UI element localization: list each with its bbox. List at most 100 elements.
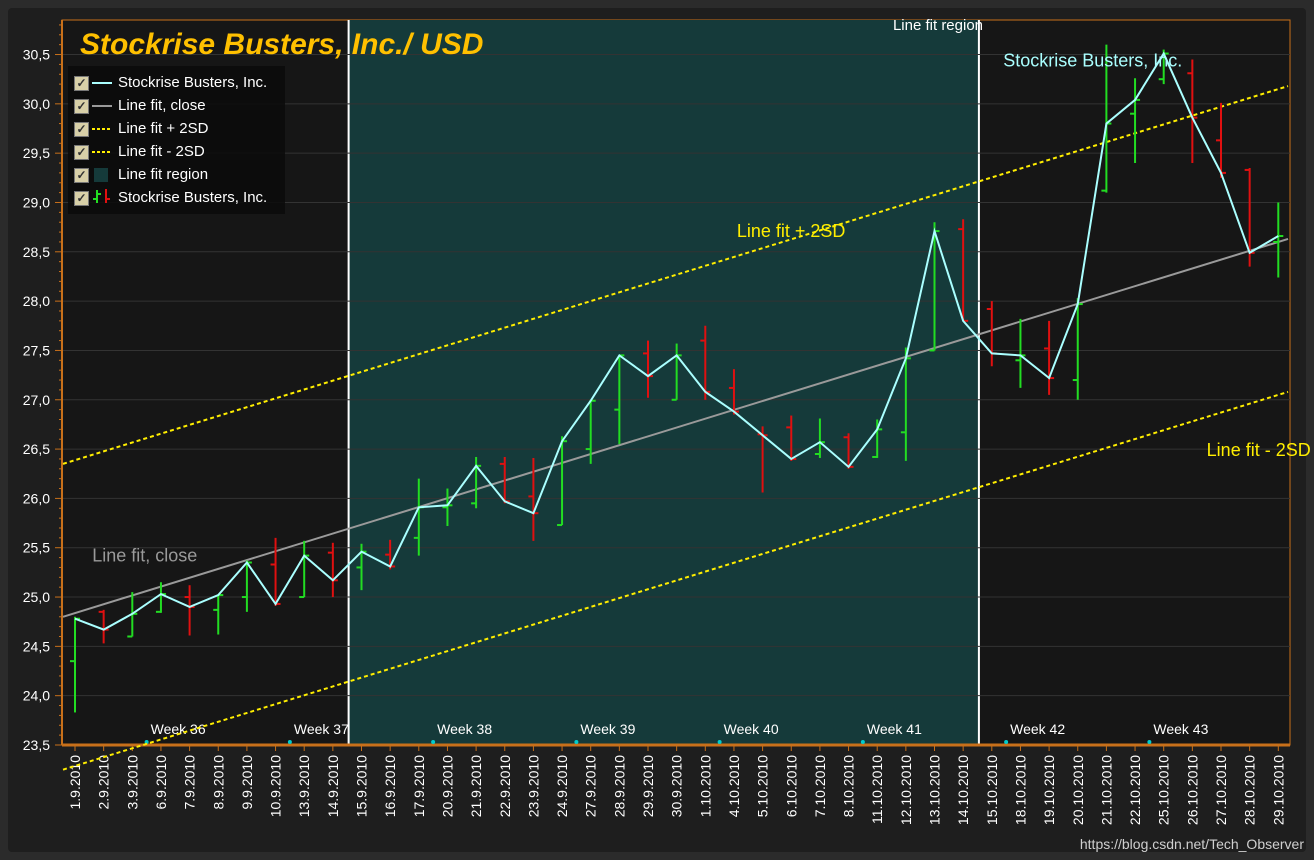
x-tick-label: 24.9.2010 bbox=[554, 755, 570, 817]
week-marker bbox=[287, 740, 292, 744]
week-label: Week 39 bbox=[580, 721, 635, 737]
line-swatch-icon bbox=[92, 105, 112, 107]
x-tick-label: 13.9.2010 bbox=[296, 755, 312, 817]
dash-swatch-icon bbox=[92, 151, 112, 153]
week-marker bbox=[431, 740, 436, 744]
legend-item-region[interactable]: ✓ Line fit region bbox=[68, 164, 285, 186]
legend-label: Line fit - 2SD bbox=[118, 143, 205, 160]
legend-item-ohlc[interactable]: ✓ Stockrise Busters, Inc. bbox=[68, 187, 285, 209]
checkbox-icon[interactable]: ✓ bbox=[74, 168, 89, 183]
x-tick-label: 22.9.2010 bbox=[497, 755, 513, 817]
x-tick-label: 23.9.2010 bbox=[525, 755, 541, 817]
x-tick-label: 28.9.2010 bbox=[611, 755, 627, 817]
legend-label: Line fit + 2SD bbox=[118, 120, 209, 137]
week-marker bbox=[1004, 740, 1009, 744]
x-tick-label: 9.9.2010 bbox=[239, 755, 255, 810]
x-tick-label: 27.10.2010 bbox=[1213, 755, 1229, 825]
x-tick-label: 6.9.2010 bbox=[153, 755, 169, 810]
x-tick-label: 14.10.2010 bbox=[955, 755, 971, 825]
x-tick-label: 27.9.2010 bbox=[583, 755, 599, 817]
week-label: Week 41 bbox=[867, 721, 922, 737]
y-tick-label: 28,5 bbox=[23, 244, 50, 260]
checkbox-icon[interactable]: ✓ bbox=[74, 99, 89, 114]
y-tick-label: 27,5 bbox=[23, 342, 50, 358]
legend[interactable]: ✓ Stockrise Busters, Inc. ✓ Line fit, cl… bbox=[68, 66, 285, 214]
checkbox-icon[interactable]: ✓ bbox=[74, 76, 89, 91]
x-tick-label: 21.10.2010 bbox=[1098, 755, 1114, 825]
x-tick-label: 13.10.2010 bbox=[927, 755, 943, 825]
checkbox-icon[interactable]: ✓ bbox=[74, 122, 89, 137]
x-tick-label: 6.10.2010 bbox=[783, 755, 799, 817]
week-label: Week 42 bbox=[1010, 721, 1065, 737]
x-tick-label: 10.9.2010 bbox=[268, 755, 284, 817]
x-tick-label: 18.10.2010 bbox=[1012, 755, 1028, 825]
y-tick-label: 23,5 bbox=[23, 737, 50, 753]
x-tick-label: 1.9.2010 bbox=[67, 755, 83, 810]
x-tick-label: 17.9.2010 bbox=[411, 755, 427, 817]
x-tick-label: 5.10.2010 bbox=[755, 755, 771, 817]
line-fit-band bbox=[62, 390, 1289, 771]
week-marker bbox=[144, 740, 149, 744]
week-label: Week 38 bbox=[437, 721, 492, 737]
x-tick-label: 25.10.2010 bbox=[1156, 755, 1172, 825]
legend-item-fit-minus[interactable]: ✓ Line fit - 2SD bbox=[68, 141, 285, 163]
week-label: Week 43 bbox=[1153, 721, 1208, 737]
y-tick-label: 27,0 bbox=[23, 392, 50, 408]
x-tick-label: 20.10.2010 bbox=[1070, 755, 1086, 825]
chart-title: Stockrise Busters, Inc./ USD bbox=[80, 28, 483, 61]
x-tick-label: 11.10.2010 bbox=[869, 755, 885, 824]
legend-item-close-line[interactable]: ✓ Stockrise Busters, Inc. bbox=[68, 72, 285, 94]
dash-swatch-icon bbox=[92, 128, 112, 130]
legend-label: Line fit region bbox=[118, 166, 209, 183]
legend-label: Stockrise Busters, Inc. bbox=[118, 189, 268, 206]
x-tick-label: 12.10.2010 bbox=[898, 755, 914, 825]
x-tick-label: 20.9.2010 bbox=[439, 755, 455, 817]
x-tick-label: 30.9.2010 bbox=[669, 755, 685, 817]
x-tick-label: 7.10.2010 bbox=[812, 755, 828, 817]
x-tick-label: 15.9.2010 bbox=[354, 755, 370, 817]
y-tick-label: 25,0 bbox=[23, 589, 50, 605]
y-tick-label: 24,0 bbox=[23, 688, 50, 704]
checkbox-icon[interactable]: ✓ bbox=[74, 191, 89, 206]
legend-label: Line fit, close bbox=[118, 97, 206, 114]
line-swatch-icon bbox=[92, 82, 112, 84]
y-tick-label: 30,0 bbox=[23, 96, 50, 112]
legend-item-fit-plus[interactable]: ✓ Line fit + 2SD bbox=[68, 118, 285, 140]
x-tick-label: 2.9.2010 bbox=[96, 755, 112, 810]
watermark: https://blog.csdn.net/Tech_Observer bbox=[1079, 836, 1304, 852]
x-tick-label: 14.9.2010 bbox=[325, 755, 341, 817]
y-tick-label: 26,5 bbox=[23, 441, 50, 457]
legend-item-line-fit[interactable]: ✓ Line fit, close bbox=[68, 95, 285, 117]
annotation-label: Line fit region bbox=[893, 17, 983, 34]
x-tick-label: 4.10.2010 bbox=[726, 755, 742, 817]
x-tick-label: 7.9.2010 bbox=[182, 755, 198, 810]
week-label: Week 36 bbox=[151, 721, 206, 737]
y-tick-label: 29,5 bbox=[23, 145, 50, 161]
x-tick-label: 21.9.2010 bbox=[468, 755, 484, 817]
x-tick-label: 29.9.2010 bbox=[640, 755, 656, 817]
x-tick-label: 8.10.2010 bbox=[841, 755, 857, 817]
annotation-label: Stockrise Busters, Inc. bbox=[1003, 50, 1182, 70]
x-tick-label: 15.10.2010 bbox=[984, 755, 1000, 825]
box-swatch-icon bbox=[94, 168, 108, 182]
x-tick-label: 29.10.2010 bbox=[1270, 755, 1286, 825]
y-tick-label: 29,0 bbox=[23, 194, 50, 210]
y-tick-label: 26,0 bbox=[23, 490, 50, 506]
y-tick-label: 28,0 bbox=[23, 293, 50, 309]
x-tick-label: 8.9.2010 bbox=[210, 755, 226, 810]
y-tick-label: 30,5 bbox=[23, 47, 50, 63]
line-fit-close bbox=[62, 238, 1289, 618]
x-tick-label: 26.10.2010 bbox=[1184, 755, 1200, 825]
annotation-label: Line fit, close bbox=[92, 546, 197, 566]
fit-region bbox=[348, 20, 979, 745]
x-tick-label: 1.10.2010 bbox=[697, 755, 713, 817]
annotation-label: Line fit - 2SD bbox=[1207, 440, 1311, 460]
checkbox-icon[interactable]: ✓ bbox=[74, 145, 89, 160]
legend-label: Stockrise Busters, Inc. bbox=[118, 74, 268, 91]
y-tick-label: 25,5 bbox=[23, 540, 50, 556]
week-marker bbox=[1147, 740, 1152, 744]
week-marker bbox=[860, 740, 865, 744]
x-tick-label: 16.9.2010 bbox=[382, 755, 398, 817]
annotation-label: Line fit + 2SD bbox=[737, 221, 846, 241]
week-marker bbox=[717, 740, 722, 744]
